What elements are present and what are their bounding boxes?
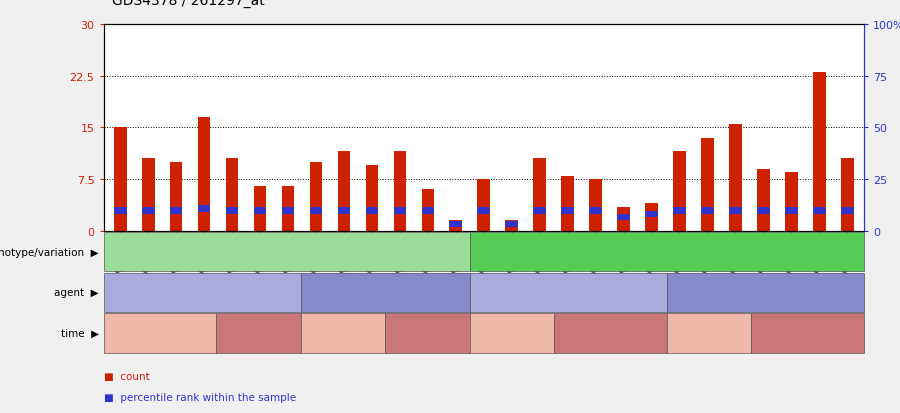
Bar [282, 208, 294, 214]
Bar [310, 208, 322, 214]
Bar [506, 221, 518, 231]
Bar [114, 208, 127, 214]
Bar [785, 173, 797, 231]
Bar [757, 208, 770, 214]
Text: GDS4378 / 261297_at: GDS4378 / 261297_at [112, 0, 266, 8]
Bar [617, 207, 630, 231]
Text: clean-air: clean-air [741, 287, 790, 298]
Bar [841, 208, 853, 214]
Bar [534, 159, 546, 231]
Bar [478, 208, 490, 214]
Bar [142, 159, 155, 231]
Bar [645, 204, 658, 231]
Bar [114, 128, 127, 231]
Bar [393, 208, 406, 214]
Bar [673, 152, 686, 231]
Bar [254, 208, 266, 214]
Text: G-protein null mutant: G-protein null mutant [226, 247, 346, 257]
Bar [478, 180, 490, 231]
Bar [310, 162, 322, 231]
Bar [254, 187, 266, 231]
Bar [617, 215, 630, 221]
Bar [170, 208, 183, 214]
Text: 2 days: 2 days [789, 328, 826, 338]
Text: ■  percentile rank within the sample: ■ percentile rank within the sample [104, 392, 295, 402]
Bar [590, 208, 602, 214]
Bar [338, 208, 350, 214]
Bar [365, 166, 378, 231]
Bar [338, 152, 350, 231]
Bar [562, 208, 574, 214]
Text: time  ▶: time ▶ [61, 328, 99, 338]
Text: 2 days: 2 days [409, 328, 446, 338]
Bar [841, 159, 853, 231]
Bar [198, 118, 211, 231]
Bar [421, 190, 434, 231]
Bar [701, 208, 714, 214]
Text: ozone: ozone [552, 287, 585, 298]
Bar [142, 208, 155, 214]
Bar [757, 169, 770, 231]
Text: 3 hrs: 3 hrs [695, 328, 723, 338]
Text: 3 hrs: 3 hrs [498, 328, 526, 338]
Bar [421, 208, 434, 214]
Bar [534, 208, 546, 214]
Bar [701, 138, 714, 231]
Bar [673, 208, 686, 214]
Bar [813, 73, 825, 231]
Text: 3 hrs: 3 hrs [328, 328, 357, 338]
Text: 2 days: 2 days [240, 328, 277, 338]
Bar [729, 208, 742, 214]
Bar [785, 208, 797, 214]
Text: control: control [647, 247, 686, 257]
Bar [590, 180, 602, 231]
Bar [393, 152, 406, 231]
Text: ■  count: ■ count [104, 371, 149, 381]
Bar [506, 222, 518, 228]
Bar [198, 206, 211, 212]
Bar [449, 222, 462, 228]
Bar [813, 208, 825, 214]
Text: agent  ▶: agent ▶ [54, 287, 99, 298]
Text: 2 days: 2 days [592, 328, 629, 338]
Bar [170, 162, 183, 231]
Bar [562, 176, 574, 231]
Text: 3 hrs: 3 hrs [146, 328, 174, 338]
Bar [226, 159, 239, 231]
Bar [282, 187, 294, 231]
Bar [729, 125, 742, 231]
Bar [645, 211, 658, 218]
Bar [449, 221, 462, 231]
Bar [226, 208, 239, 214]
Bar [365, 208, 378, 214]
Text: genotype/variation  ▶: genotype/variation ▶ [0, 247, 99, 257]
Text: clean-air: clean-air [361, 287, 410, 298]
Text: ozone: ozone [185, 287, 219, 298]
